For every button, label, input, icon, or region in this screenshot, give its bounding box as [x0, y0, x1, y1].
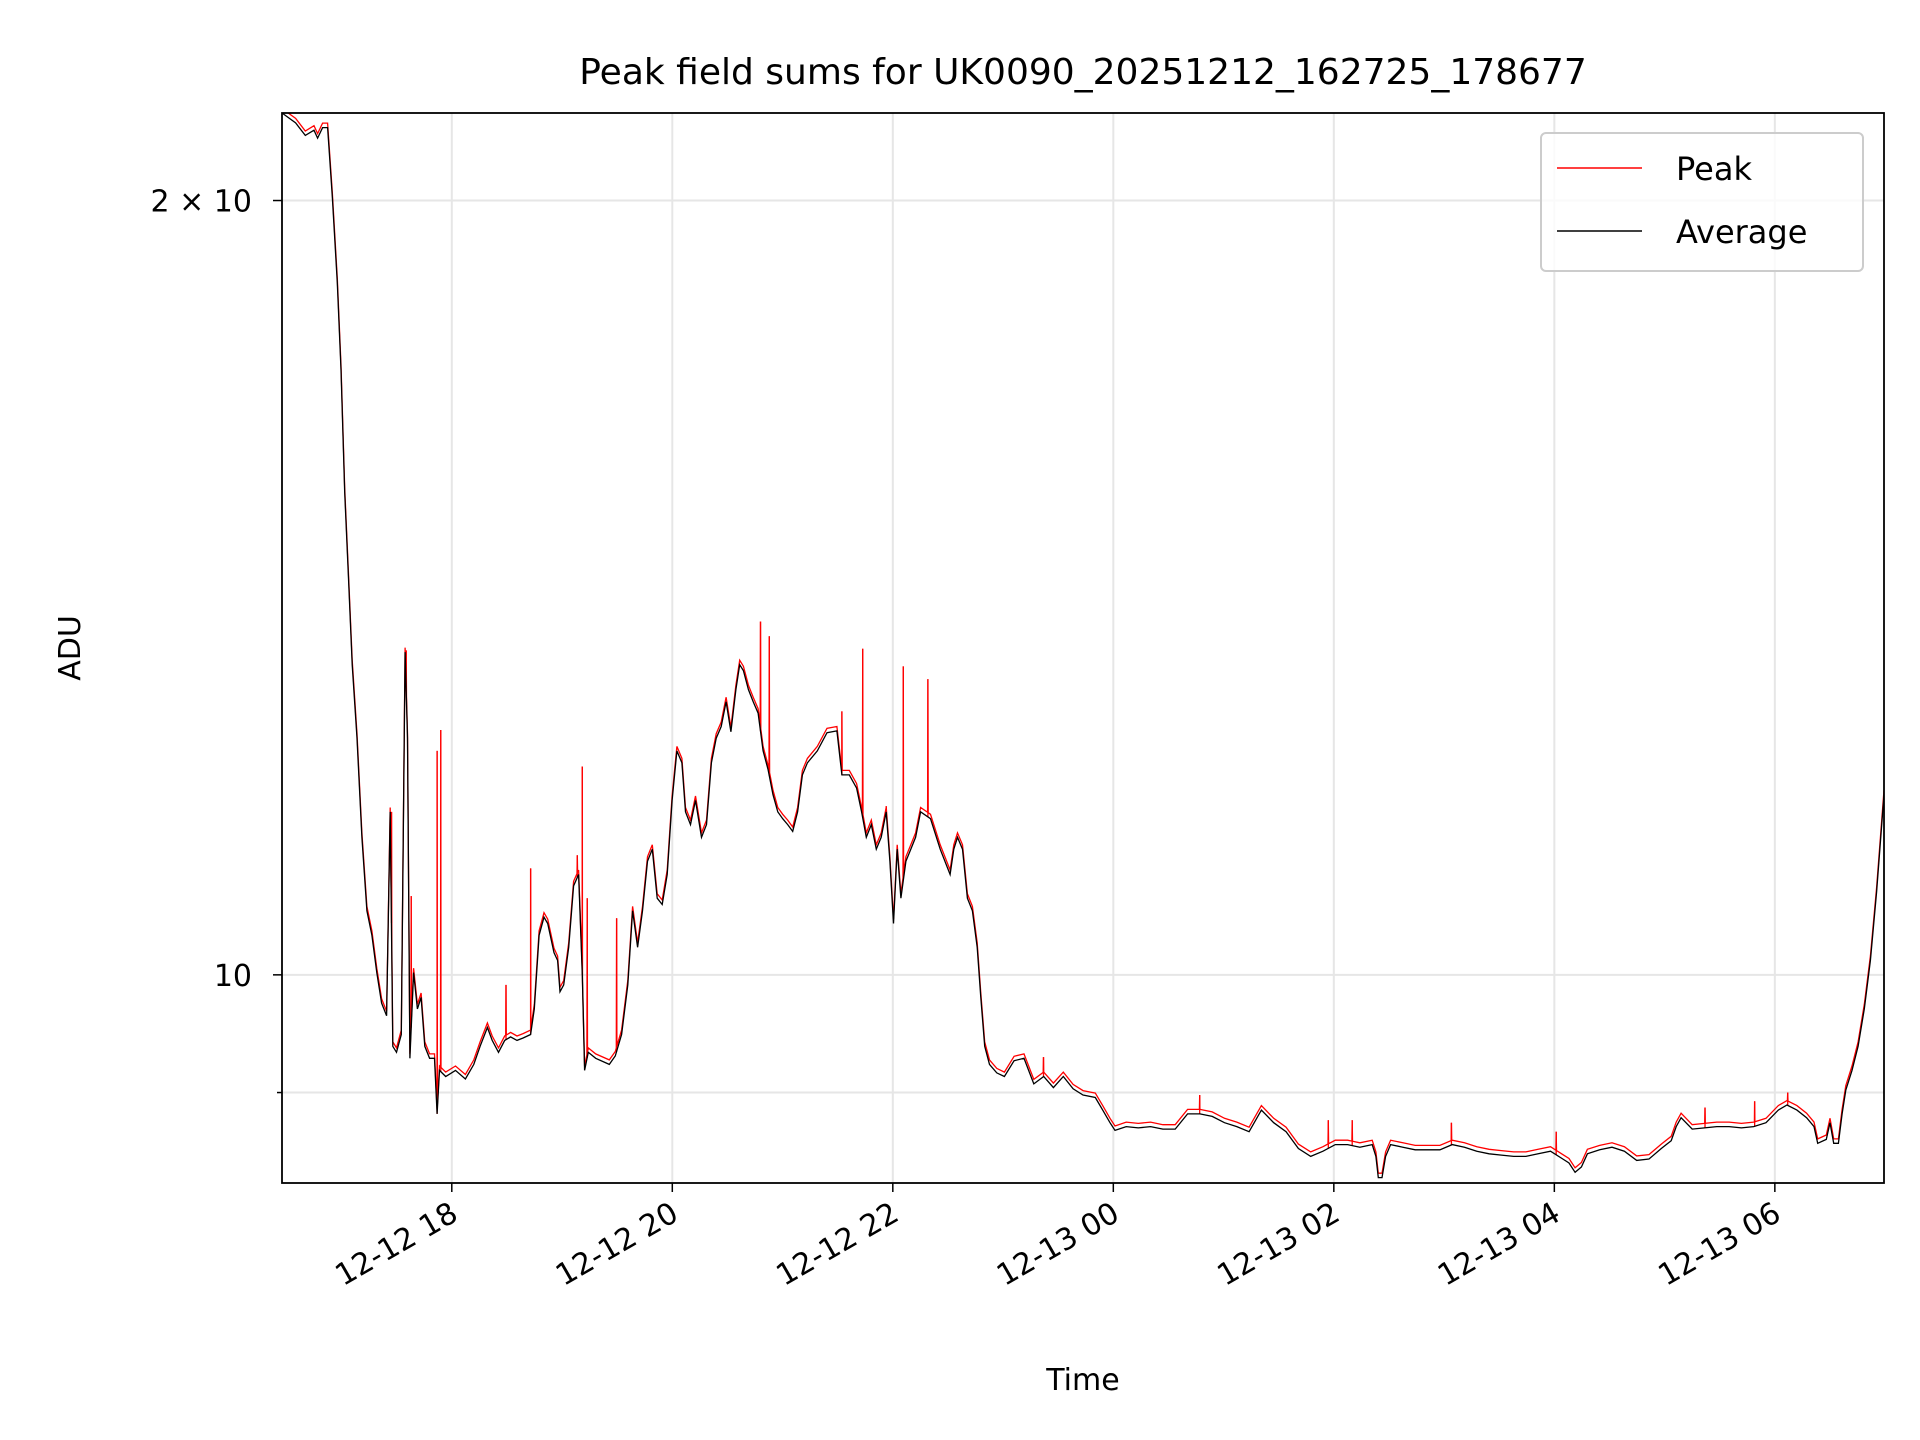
plot-area [282, 113, 1884, 1179]
grid [282, 113, 1884, 1183]
chart-title: Peak field sums for UK0090_20251212_1627… [579, 52, 1587, 93]
legend-average-label: Average [1676, 213, 1807, 251]
y-axis-label: ADU [53, 615, 88, 681]
x-axis-label: Time [1045, 1363, 1119, 1398]
y-tick-label: 2 × 10 [151, 185, 252, 220]
peak-series-line [287, 113, 1884, 1174]
average-series-line [282, 113, 1884, 1179]
legend-peak-label: Peak [1676, 150, 1752, 188]
axes-frame [281, 112, 1885, 1184]
y-tick-label-base: 10 [214, 959, 252, 994]
y-tick-label: 10 [214, 959, 252, 994]
y-tick-label-base: 2 × 10 [151, 185, 252, 220]
legend: Peak Average [1540, 132, 1864, 272]
